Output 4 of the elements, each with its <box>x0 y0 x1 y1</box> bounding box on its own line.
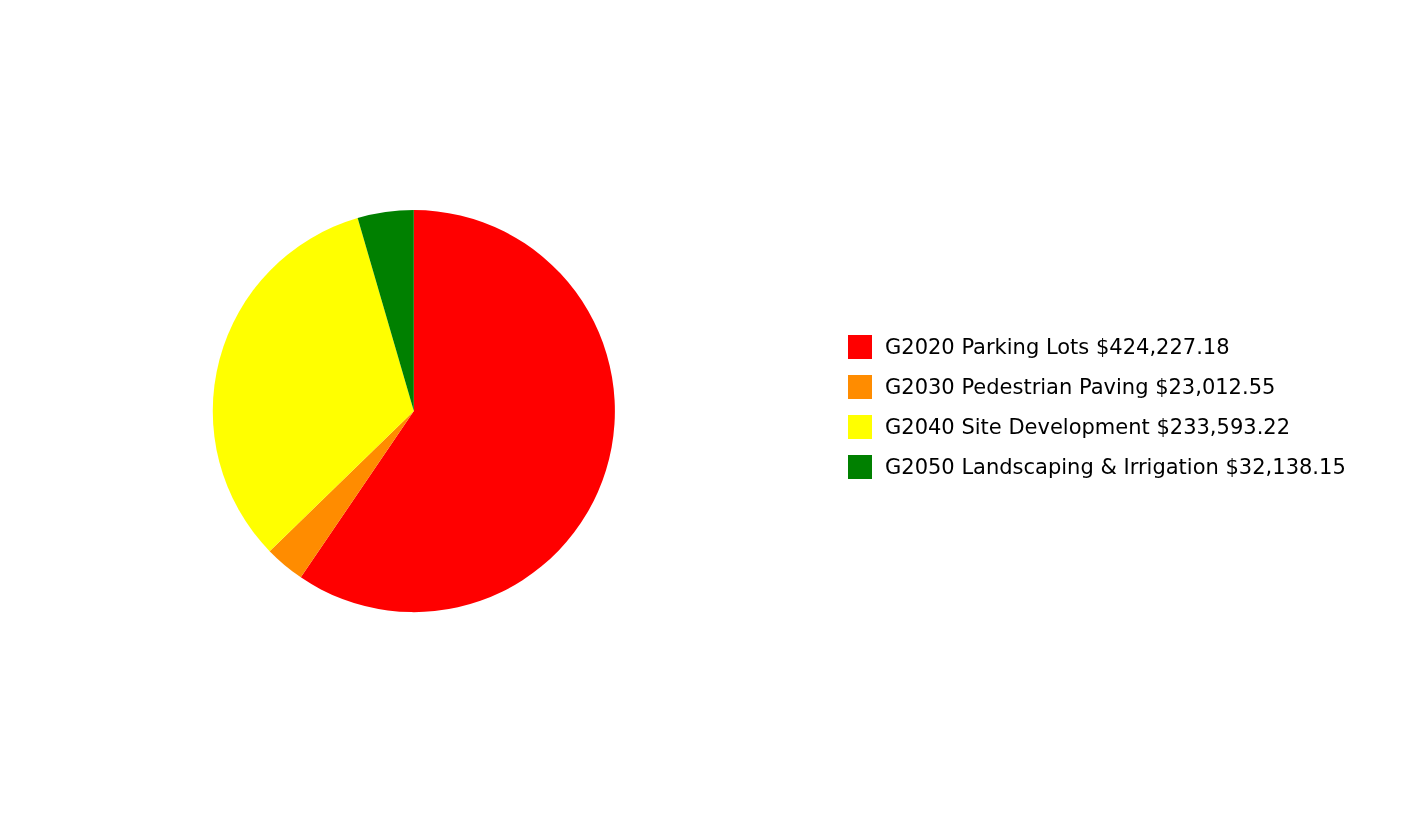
legend-label: G2020 Parking Lots $424,227.18 <box>885 335 1230 359</box>
legend-label: G2050 Landscaping & Irrigation $32,138.15 <box>885 455 1346 479</box>
legend-label: G2040 Site Development $233,593.22 <box>885 415 1291 439</box>
legend-label: G2030 Pedestrian Paving $23,012.55 <box>885 375 1276 399</box>
